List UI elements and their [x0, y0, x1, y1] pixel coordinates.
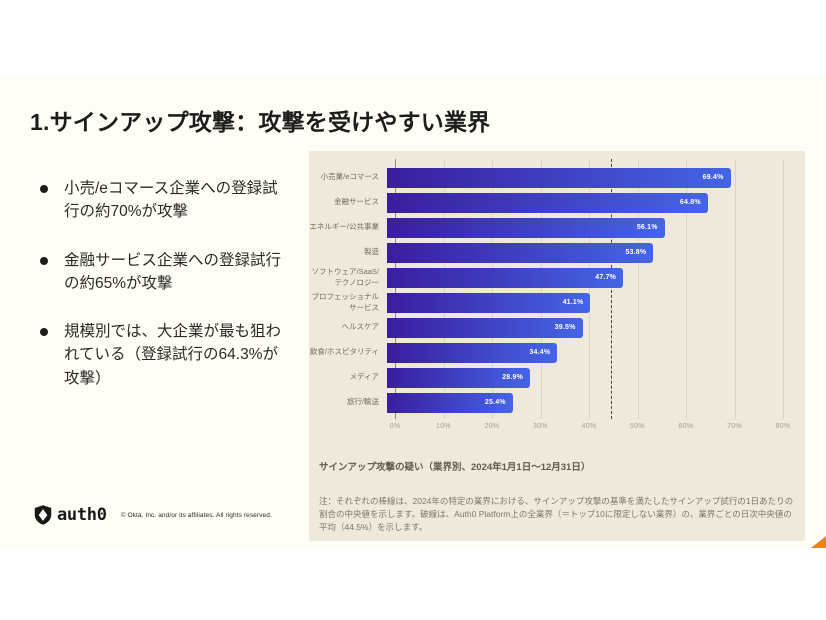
value-label: 47.7% — [595, 274, 617, 281]
gridline — [734, 159, 736, 419]
chart-row: 小売業/eコマース 69.4% — [309, 165, 783, 190]
bar-track: 64.8% — [387, 192, 783, 213]
x-tick-label: 80% — [775, 423, 791, 430]
chart-row: エネルギー/公共事業 56.1% — [309, 215, 783, 240]
bar: 56.1% — [387, 217, 665, 238]
bar: 47.7% — [387, 267, 624, 288]
x-tick-label: 50% — [630, 423, 645, 430]
chart-row: 旅行/輸送 25.4% — [309, 390, 783, 415]
bullet-marker — [40, 256, 48, 265]
chart-panel: 小売業/eコマース 69.4% 金融サービス 64.8% エネルギー/公共事業 56.1%… — [309, 151, 805, 541]
value-label: 69.4% — [702, 174, 724, 181]
value-label: 53.8% — [625, 249, 647, 256]
bar-track: 53.8% — [387, 242, 783, 263]
gridline — [637, 159, 639, 419]
value-label: 28.9% — [502, 374, 524, 381]
auth0-logo: auth0 — [34, 505, 107, 525]
bar: 53.8% — [387, 242, 654, 263]
bar-track: 56.1% — [387, 217, 783, 238]
gridline — [783, 159, 784, 419]
bullet-marker — [40, 185, 48, 193]
chart-row: 製造 53.8% — [309, 240, 783, 265]
chart-row: メディア 28.9% — [309, 365, 783, 390]
bar: 64.8% — [387, 192, 708, 213]
footer: auth0 © Okta, Inc. and/or its affiliates… — [34, 505, 272, 525]
bar: 28.9% — [387, 367, 531, 388]
value-label: 41.1% — [562, 299, 584, 306]
category-label: 金融サービス — [334, 197, 379, 207]
category-label: 製造 — [364, 247, 379, 257]
bar-track: 39.5% — [387, 317, 783, 338]
chart-caption: サインアップ攻撃の疑い（業界別、2024年1月1日～12月31日） — [319, 462, 591, 473]
value-label: 25.4% — [484, 399, 506, 406]
category-label: エネルギー/公共事業 — [309, 222, 379, 232]
auth0-shield-icon — [34, 505, 52, 525]
x-tick-label: 40% — [581, 423, 597, 430]
bullet-text: 規模別では、大企業が最も狙われている（登録試行の64.3%が攻撃） — [64, 323, 282, 387]
category-label: 飲食/ホスピタリティ — [309, 347, 379, 357]
bar-track: 25.4% — [387, 392, 783, 413]
bar-track: 34.4% — [387, 342, 783, 363]
bar-track: 28.9% — [387, 367, 783, 388]
value-label: 64.8% — [679, 199, 701, 206]
x-tick-label: 60% — [678, 423, 694, 430]
bullet-marker — [40, 328, 48, 336]
bar: 39.5% — [387, 317, 583, 338]
bullet-item: 小売/eコマース企業への登録試行の約70%が攻撃 — [38, 177, 290, 224]
bullet-list: 小売/eコマース企業への登録試行の約70%が攻撃 金融サービス企業への登録試行の… — [38, 177, 290, 415]
category-label: ヘルスケア — [341, 322, 380, 332]
gridline — [443, 159, 445, 419]
bar: 41.1% — [387, 292, 591, 313]
category-label: 旅行/輸送 — [346, 397, 379, 407]
gridline — [589, 159, 590, 419]
chart-grid — [395, 159, 784, 419]
bar: 69.4% — [387, 167, 731, 188]
x-tick-label: 20% — [484, 423, 500, 430]
bar-track: 47.7% — [387, 267, 783, 288]
corner-accent-triangle — [811, 536, 826, 548]
category-label: 小売業/eコマース — [320, 172, 379, 182]
bar: 34.4% — [387, 342, 558, 363]
reference-dashed-line — [610, 159, 612, 419]
x-tick-label: 30% — [533, 423, 548, 430]
y-axis-line — [395, 159, 396, 419]
x-tick-label: 10% — [436, 423, 451, 430]
value-label: 34.4% — [529, 349, 551, 356]
bullet-item: 規模別では、大企業が最も狙われている（登録試行の64.3%が攻撃） — [38, 320, 290, 390]
value-label: 39.5% — [554, 324, 576, 331]
gridline — [540, 159, 542, 419]
category-label: メディア — [349, 372, 379, 382]
chart-note: 注：それぞれの棒線は、2024年の特定の業界における、サインアップ攻撃の基準を満… — [319, 496, 794, 532]
category-label: プロフェッショナル サービス — [311, 292, 380, 312]
value-label: 56.1% — [636, 224, 658, 231]
chart-row: プロフェッショナル サービス 41.1% — [309, 290, 783, 315]
chart-row: 金融サービス 64.8% — [309, 190, 783, 215]
bullet-text: 金融サービス企業への登録試行の約65%が攻撃 — [64, 251, 282, 292]
x-tick-label: 0% — [389, 423, 401, 430]
copyright-text: © Okta, Inc. and/or its affiliates. All … — [120, 511, 272, 519]
bullet-text: 小売/eコマース企業への登録試行の約70%が攻撃 — [64, 180, 278, 221]
bar-track: 41.1% — [387, 292, 783, 313]
gridline — [492, 159, 493, 419]
slide-title: 1.サインアップ攻撃：攻撃を受けやすい業界 — [30, 109, 491, 135]
slide: 1.サインアップ攻撃：攻撃を受けやすい業界 小売/eコマース企業への登録試行の約… — [0, 77, 826, 549]
chart-row: 飲食/ホスピタリティ 34.4% — [309, 340, 783, 365]
x-axis: 0% 10% 20% 30% 40% 50% 60% 70% 80% — [390, 423, 791, 435]
gridline — [686, 159, 687, 419]
category-label: ソフトウェア/SaaS/ テクノロジー — [311, 267, 379, 287]
auth0-wordmark: auth0 — [57, 505, 107, 525]
chart-rows: 小売業/eコマース 69.4% 金融サービス 64.8% エネルギー/公共事業 56.1%… — [309, 165, 783, 415]
bar-track: 69.4% — [387, 167, 783, 188]
chart-row: ソフトウェア/SaaS/ テクノロジー 47.7% — [309, 265, 783, 290]
bar: 25.4% — [387, 392, 513, 413]
chart-row: ヘルスケア 39.5% — [309, 315, 783, 340]
bullet-item: 金融サービス企業への登録試行の約65%が攻撃 — [38, 249, 290, 296]
x-tick-label: 70% — [727, 423, 742, 430]
